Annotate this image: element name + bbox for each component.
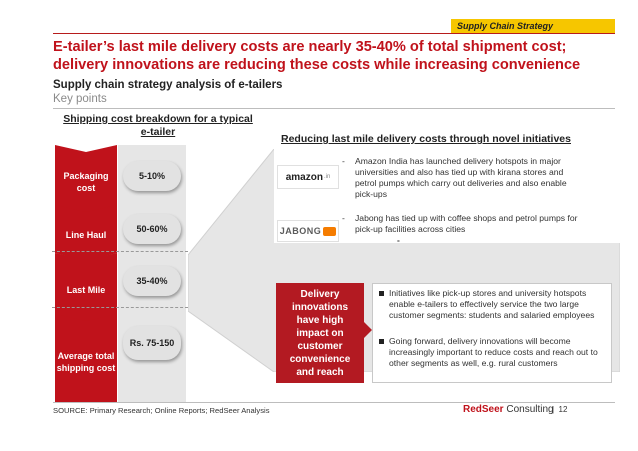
stage-label: Packaging cost [63, 171, 109, 193]
stage-average-total: Average total shipping cost [55, 314, 117, 402]
section-tag: Supply Chain Strategy [451, 19, 615, 33]
square-bullet-icon [379, 291, 384, 296]
page-title: E-tailer’s last mile delivery costs are … [53, 38, 623, 74]
stage-line-haul: Line Haul [55, 205, 117, 261]
title-line-2: delivery innovations are reducing these … [53, 57, 581, 73]
list-item: Initiatives like pick-up stores and univ… [379, 288, 607, 321]
last-mile-top-dash [52, 251, 188, 252]
stage-packaging: Packaging cost [55, 145, 117, 215]
jabong-logo-text: JABONG [279, 226, 322, 236]
brand-rest-text: Consulting [503, 404, 554, 415]
value-line-haul: 50-60% [123, 214, 181, 244]
trailing-dash: - [397, 235, 400, 245]
title-line-1: E-tailer’s last mile delivery costs are … [53, 39, 567, 55]
arrow-right-icon [364, 322, 372, 338]
header-divider [53, 33, 615, 34]
value-last-mile: 35-40% [123, 266, 181, 296]
amazon-logo-suffix: .in [323, 174, 331, 180]
value-average-total: Rs. 75-150 [123, 326, 181, 360]
point-text: Going forward, delivery innovations will… [389, 336, 598, 368]
page-number-value: 12 [558, 405, 568, 414]
dash-marker: - [342, 213, 345, 223]
innovations-callout-box: Delivery innovations have high impact on… [276, 283, 364, 383]
list-item: Going forward, delivery innovations will… [379, 336, 607, 369]
page-number: | 12 [552, 405, 567, 414]
square-bullet-icon [379, 339, 384, 344]
stage-last-mile: Last Mile [55, 253, 117, 323]
amazon-logo: amazon .in [277, 165, 339, 189]
source-note: SOURCE: Primary Research; Online Reports… [53, 406, 270, 415]
dash-marker: - [342, 156, 345, 166]
page-subtitle: Supply chain strategy analysis of e-tail… [53, 79, 283, 91]
jabong-logo: JABONG [277, 220, 339, 242]
initiatives-heading: Reducing last mile delivery costs throug… [281, 133, 571, 145]
brand-red-text: RedSeer [463, 404, 504, 415]
jabong-logo-mark [323, 226, 337, 236]
last-mile-bottom-dash [52, 307, 188, 308]
footer-divider [53, 402, 615, 403]
amazon-initiative-text: Amazon India has launched delivery hotsp… [355, 156, 567, 199]
jabong-initiative-text: Jabong has tied up with coffee shops and… [355, 213, 578, 234]
value-packaging: 5-10% [123, 161, 181, 191]
subtitle-divider [53, 108, 615, 109]
point-text: Initiatives like pick-up stores and univ… [389, 288, 595, 320]
brand-logo: RedSeer Consulting [463, 404, 554, 415]
key-points-label: Key points [53, 93, 107, 105]
key-points-panel: Initiatives like pick-up stores and univ… [372, 283, 612, 383]
stage-label: Last Mile [66, 285, 106, 295]
stage-label: Average total shipping cost [56, 351, 116, 373]
stage-label: Line Haul [65, 230, 107, 240]
cost-breakdown-heading: Shipping cost breakdown for a typical e-… [63, 113, 253, 138]
amazon-logo-text: amazon [285, 171, 323, 183]
page-separator: | [552, 405, 555, 414]
